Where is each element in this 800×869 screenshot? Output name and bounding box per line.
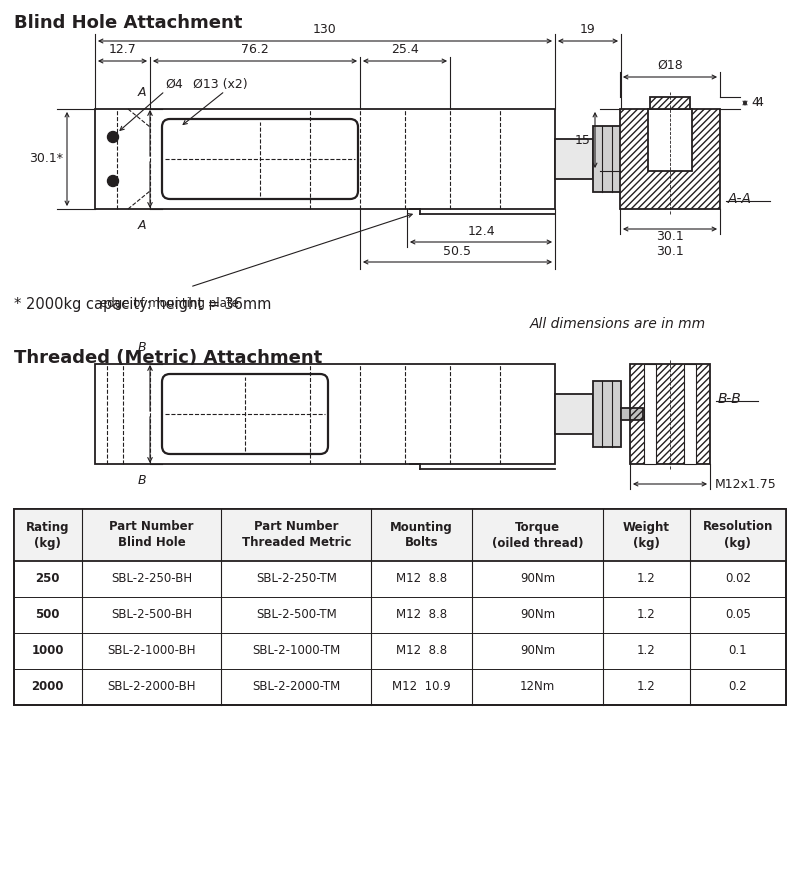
Text: Resolution
(kg): Resolution (kg) (702, 521, 773, 549)
Text: A-A: A-A (728, 192, 752, 206)
Bar (593, 381, 621, 447)
Text: 30.1: 30.1 (656, 230, 684, 243)
Text: A: A (138, 219, 146, 232)
Text: M12x1.75: M12x1.75 (715, 477, 777, 490)
Text: 90Nm: 90Nm (520, 608, 555, 621)
Text: M12  8.8: M12 8.8 (396, 645, 447, 658)
Text: 30.1*: 30.1* (29, 152, 63, 165)
Text: All dimensions are in mm: All dimensions are in mm (530, 317, 706, 331)
Text: 2000: 2000 (31, 680, 64, 693)
Bar (593, 126, 621, 192)
Text: Part Number
Threaded Metric: Part Number Threaded Metric (242, 521, 351, 549)
Text: 4: 4 (751, 96, 759, 109)
Text: Part Number
Blind Hole: Part Number Blind Hole (110, 521, 194, 549)
Bar (555, 394, 593, 434)
Text: 0.2: 0.2 (729, 680, 747, 693)
Text: edge of mounting plate: edge of mounting plate (100, 297, 239, 310)
Text: Torque
(oiled thread): Torque (oiled thread) (492, 521, 583, 549)
FancyBboxPatch shape (162, 374, 328, 454)
Text: M12  8.8: M12 8.8 (396, 608, 447, 621)
Text: Ø13 (x2): Ø13 (x2) (193, 78, 247, 91)
Bar (650, 97, 690, 109)
Bar (95, 109, 555, 209)
Text: B: B (138, 341, 146, 354)
Text: 19: 19 (580, 23, 596, 36)
Text: SBL-2-500-BH: SBL-2-500-BH (111, 608, 192, 621)
Text: Weight
(kg): Weight (kg) (622, 521, 670, 549)
Text: SBL-2-1000-TM: SBL-2-1000-TM (252, 645, 340, 658)
Bar (555, 139, 593, 179)
Text: SBL-2-500-TM: SBL-2-500-TM (256, 608, 337, 621)
Text: M12  8.8: M12 8.8 (396, 573, 447, 586)
Bar (620, 109, 720, 209)
Bar (14, 509, 786, 561)
Text: M12  10.9: M12 10.9 (392, 680, 451, 693)
Bar (620, 109, 720, 209)
Text: 1.2: 1.2 (637, 680, 655, 693)
Text: SBL-2-2000-BH: SBL-2-2000-BH (107, 680, 196, 693)
Text: 12.4: 12.4 (467, 225, 495, 238)
Text: Threaded (Metric) Attachment: Threaded (Metric) Attachment (14, 349, 322, 367)
Text: A: A (138, 86, 146, 99)
Text: SBL-2-250-TM: SBL-2-250-TM (256, 573, 337, 586)
Bar (14, 509, 786, 705)
Text: Rating
(kg): Rating (kg) (26, 521, 70, 549)
Bar (95, 364, 555, 464)
Bar (630, 364, 710, 464)
Text: 90Nm: 90Nm (520, 573, 555, 586)
Bar (621, 408, 643, 420)
FancyBboxPatch shape (162, 119, 358, 199)
Text: 0.1: 0.1 (729, 645, 747, 658)
Text: 1.2: 1.2 (637, 608, 655, 621)
Bar (648, 109, 692, 171)
Text: SBL-2-250-BH: SBL-2-250-BH (111, 573, 192, 586)
Text: 12Nm: 12Nm (520, 680, 555, 693)
Text: SBL-2-1000-BH: SBL-2-1000-BH (107, 645, 196, 658)
Circle shape (107, 131, 118, 143)
Text: 50.5: 50.5 (443, 245, 471, 258)
Text: 76.2: 76.2 (241, 43, 269, 56)
Text: 500: 500 (35, 608, 60, 621)
Text: 1000: 1000 (31, 645, 64, 658)
Bar (650, 97, 690, 109)
Text: B: B (138, 474, 146, 487)
Text: Ø18: Ø18 (657, 59, 683, 72)
Bar (621, 153, 643, 165)
Text: 0.02: 0.02 (725, 573, 750, 586)
Text: 12.7: 12.7 (109, 43, 136, 56)
Text: 1.2: 1.2 (637, 645, 655, 658)
Text: 4: 4 (755, 96, 763, 109)
Text: Ø4: Ø4 (165, 78, 182, 91)
Text: Blind Hole Attachment: Blind Hole Attachment (14, 14, 242, 32)
Bar (630, 364, 710, 464)
Text: 30.1: 30.1 (656, 245, 684, 258)
Text: 1.2: 1.2 (637, 573, 655, 586)
Bar (14, 509, 786, 705)
Text: * 2000kg capacity: height = 36mm: * 2000kg capacity: height = 36mm (14, 297, 271, 312)
Text: 15: 15 (575, 134, 591, 147)
Text: SBL-2-2000-TM: SBL-2-2000-TM (252, 680, 340, 693)
Text: B-B: B-B (718, 392, 742, 406)
Bar (644, 364, 656, 464)
Text: 0.05: 0.05 (725, 608, 750, 621)
Text: 25.4: 25.4 (391, 43, 419, 56)
Text: 250: 250 (35, 573, 60, 586)
Text: 130: 130 (313, 23, 337, 36)
Circle shape (107, 176, 118, 187)
Text: 90Nm: 90Nm (520, 645, 555, 658)
Text: Mounting
Bolts: Mounting Bolts (390, 521, 453, 549)
Bar (684, 364, 696, 464)
